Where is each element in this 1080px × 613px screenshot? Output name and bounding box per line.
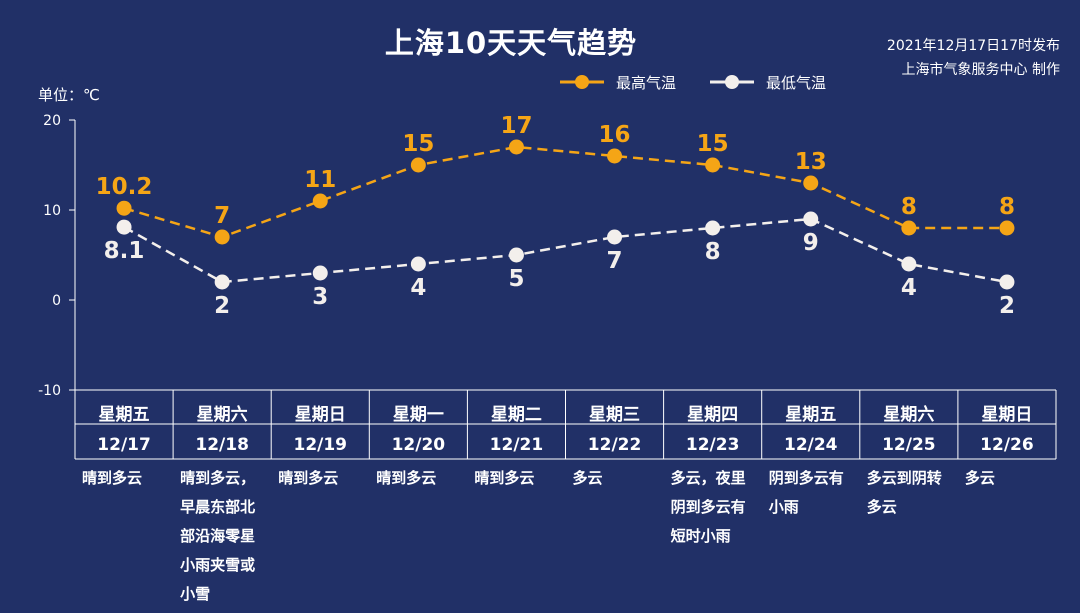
weather-description: 小雨夹雪或: [180, 556, 255, 574]
data-point-high: [214, 229, 230, 245]
data-label-low: 8: [705, 239, 721, 265]
date-label: 12/18: [195, 435, 249, 455]
data-point-low: [705, 220, 721, 236]
data-label-low: 4: [901, 275, 917, 301]
data-point-low: [607, 229, 623, 245]
series-line-low: [123, 217, 1008, 284]
weather-description: 阴到多云有: [671, 498, 746, 516]
data-point-low: [999, 274, 1015, 290]
data-label-high: 8: [999, 194, 1015, 220]
data-label-low: 3: [312, 284, 328, 310]
unit-label: 单位：℃: [38, 86, 100, 104]
data-label-high: 11: [304, 167, 336, 193]
y-tick-label: 0: [52, 293, 61, 309]
data-point-high: [999, 220, 1015, 236]
data-point-low: [410, 256, 426, 272]
data-label-high: 7: [214, 203, 230, 229]
weekday-label: 星期日: [981, 405, 1032, 425]
data-label-low: 2: [214, 293, 230, 319]
date-label: 12/25: [882, 435, 936, 455]
publish-info: 2021年12月17日17时发布 上海市气象服务中心 制作: [887, 34, 1060, 82]
weather-description: 短时小雨: [671, 527, 731, 545]
legend-swatch-low: [710, 75, 754, 89]
data-label-low: 7: [607, 248, 623, 274]
data-label-high: 15: [697, 131, 729, 157]
data-point-high: [607, 148, 623, 164]
data-label-low: 4: [410, 275, 426, 301]
y-tick-label: 20: [43, 113, 61, 129]
series-line-high: [123, 145, 1007, 239]
data-label-low: 5: [508, 266, 524, 292]
data-label-low: 2: [999, 293, 1015, 319]
weekday-label: 星期三: [589, 405, 640, 425]
weather-description: 晴到多云: [82, 469, 142, 487]
data-point-high: [803, 175, 819, 191]
legend-dot-low: [725, 75, 739, 89]
data-label-high: 10.2: [96, 174, 153, 200]
data-point-high: [705, 157, 721, 173]
date-label: 12/22: [588, 435, 642, 455]
weather-description: 晴到多云: [474, 469, 534, 487]
data-point-high: [312, 193, 328, 209]
data-label-high: 15: [402, 131, 434, 157]
date-label: 12/19: [293, 435, 347, 455]
weather-description: 阴到多云有: [769, 469, 844, 487]
weather-description: 晴到多云: [278, 469, 338, 487]
chart-title: 上海10天天气趋势: [384, 26, 638, 60]
data-point-high: [410, 157, 426, 173]
publish-time: 2021年12月17日17时发布: [886, 38, 1060, 54]
weekday-label: 星期五: [99, 405, 150, 425]
y-tick-label: -10: [38, 383, 61, 399]
data-point-low: [508, 247, 524, 263]
date-label: 12/23: [686, 435, 740, 455]
data-point-low: [312, 265, 328, 281]
weather-description: 多云: [965, 469, 995, 487]
weather-description: 多云: [573, 469, 603, 487]
weekday-label: 星期四: [687, 405, 738, 425]
weekday-label: 星期六: [197, 404, 248, 425]
data-label-high: 13: [795, 149, 827, 175]
data-label-high: 17: [500, 113, 532, 139]
weather-description: 小雪: [180, 585, 210, 603]
weather-description: 小雨: [769, 498, 799, 516]
weekday-label: 星期六: [883, 404, 934, 425]
data-point-low: [803, 211, 819, 227]
weather-description: 部沿海零星: [180, 527, 255, 545]
data-label-low: 8.1: [104, 238, 145, 264]
weather-description: 早晨东部北: [180, 498, 255, 516]
date-label: 12/24: [784, 435, 838, 455]
data-label-high: 8: [901, 194, 917, 220]
data-point-low: [116, 219, 132, 235]
data-point-high: [116, 200, 132, 216]
weather-description: 晴到多云: [376, 469, 436, 487]
weekday-label: 星期一: [393, 405, 444, 425]
weekday-label: 星期日: [295, 405, 346, 425]
date-label: 12/20: [392, 435, 446, 455]
weekday-label: 星期二: [491, 405, 542, 425]
producer: 上海市气象服务中心 制作: [901, 62, 1060, 78]
legend-swatch-high: [560, 75, 604, 89]
data-label-high: 16: [599, 122, 631, 148]
weather-description: 晴到多云，: [180, 469, 255, 487]
data-point-high: [508, 139, 524, 155]
date-label: 12/26: [980, 435, 1034, 455]
data-point-low: [214, 274, 230, 290]
legend-dot-high: [575, 75, 589, 89]
weekday-label: 星期五: [785, 405, 836, 425]
data-label-low: 9: [803, 230, 819, 256]
date-label: 12/21: [490, 435, 544, 455]
weather-description: 多云: [867, 498, 897, 516]
data-point-low: [901, 256, 917, 272]
legend-label-high: 最高气温: [616, 74, 677, 92]
weather-description: 多云到阴转: [867, 469, 942, 487]
data-point-high: [901, 220, 917, 236]
date-label: 12/17: [97, 435, 151, 455]
y-tick-label: 10: [43, 203, 61, 219]
legend-label-low: 最低气温: [766, 74, 827, 92]
weather-description: 多云，夜里: [671, 469, 746, 487]
